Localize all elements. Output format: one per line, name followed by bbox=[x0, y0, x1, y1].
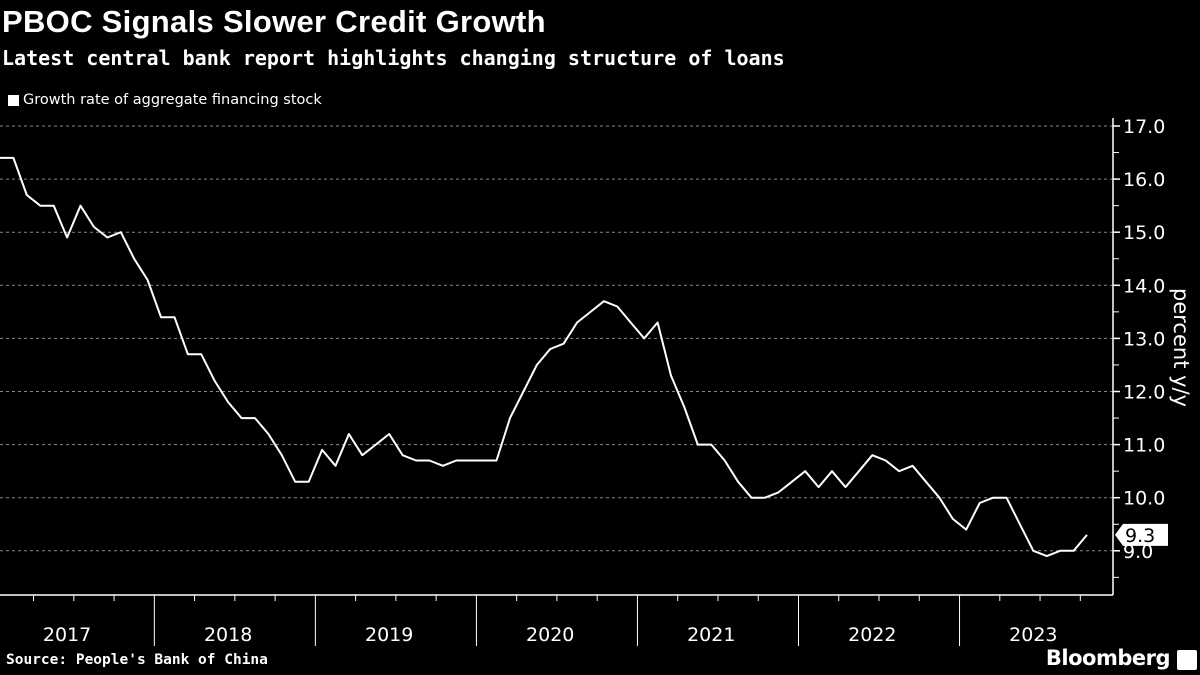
chart-title: PBOC Signals Slower Credit Growth bbox=[2, 4, 546, 39]
chart-subtitle: Latest central bank report highlights ch… bbox=[2, 46, 785, 70]
x-tick-label: 2021 bbox=[687, 624, 735, 646]
y-tick-label: 12.0 bbox=[1123, 382, 1165, 404]
bloomberg-logo: Bloomberg bbox=[1045, 646, 1171, 670]
bloomberg-chart-icon bbox=[1177, 650, 1197, 670]
y-tick-label: 14.0 bbox=[1123, 275, 1165, 297]
y-tick-label: 15.0 bbox=[1123, 222, 1165, 244]
y-tick-label: 9.0 bbox=[1123, 541, 1153, 563]
y-axis-label: percent y/y bbox=[1169, 288, 1193, 407]
source-note: Source: People's Bank of China bbox=[6, 652, 268, 668]
x-tick-label: 2023 bbox=[1009, 624, 1057, 646]
last-value-label: 9.3 bbox=[1125, 525, 1155, 547]
legend: Growth rate of aggregate financing stock bbox=[8, 92, 322, 108]
series-line bbox=[0, 156, 1088, 558]
last-value-badge bbox=[1115, 523, 1168, 546]
y-tick-label: 11.0 bbox=[1123, 435, 1165, 457]
legend-swatch bbox=[8, 94, 19, 106]
y-tick-label: 10.0 bbox=[1123, 488, 1165, 510]
x-tick-label: 2022 bbox=[848, 624, 896, 646]
x-tick-label: 2020 bbox=[526, 624, 574, 646]
x-tick-label: 2018 bbox=[204, 624, 252, 646]
x-tick-label: 2017 bbox=[43, 624, 91, 646]
legend-label: Growth rate of aggregate financing stock bbox=[23, 92, 322, 108]
x-tick-label: 2019 bbox=[365, 624, 413, 646]
y-tick-label: 13.0 bbox=[1123, 328, 1165, 350]
y-tick-label: 17.0 bbox=[1123, 116, 1165, 138]
y-tick-label: 16.0 bbox=[1123, 169, 1165, 191]
